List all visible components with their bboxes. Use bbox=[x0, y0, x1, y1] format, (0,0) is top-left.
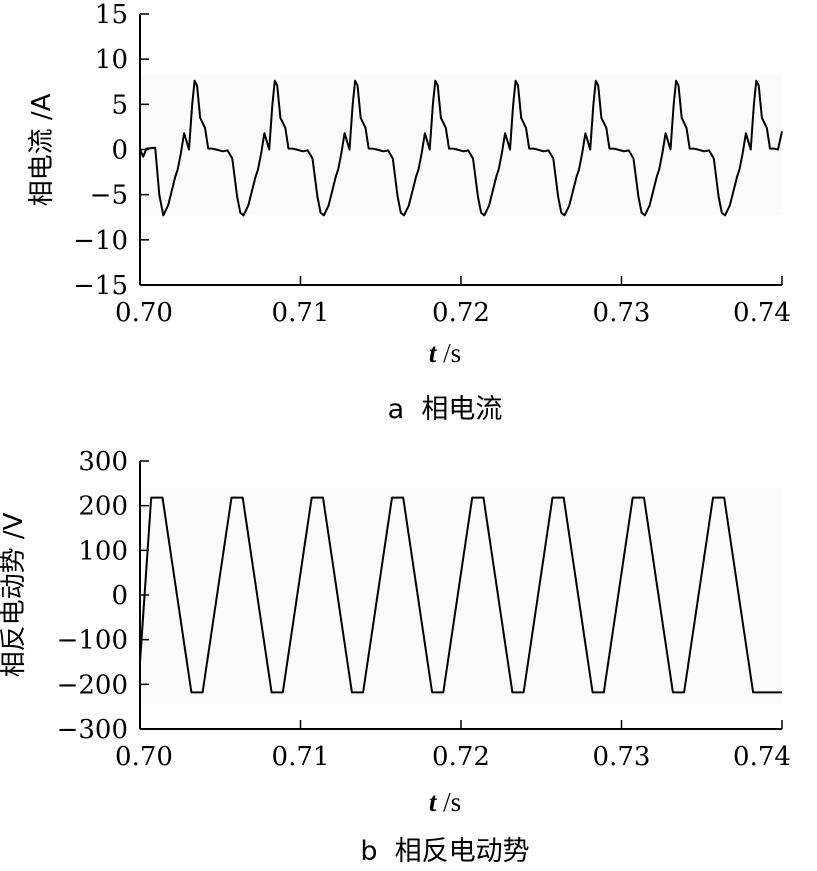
x-tick-label: 0.70 bbox=[115, 742, 173, 772]
y-tick-label: −15 bbox=[73, 271, 128, 301]
x-axis-label-unit: /s bbox=[436, 338, 461, 368]
x-tick-label: 0.70 bbox=[115, 298, 173, 328]
x-tick-label: 0.74 bbox=[733, 742, 791, 772]
y-ticks: 300 200 100 0 −100 −200 −300 bbox=[57, 447, 149, 745]
x-axis-label-unit: /s bbox=[436, 787, 461, 817]
x-tick-label: 0.72 bbox=[432, 298, 490, 328]
chart-phase-current: 15 10 5 0 −5 −10 −15 0.70 0.71 0.72 0.73 0.74 相电流 … bbox=[27, 0, 791, 425]
chart-caption-b: b 相反电动势 bbox=[360, 836, 529, 867]
x-tick-label: 0.73 bbox=[593, 742, 651, 772]
y-tick-label: 300 bbox=[78, 447, 128, 477]
x-tick-label: 0.73 bbox=[593, 298, 651, 328]
x-ticks: 0.70 0.71 0.72 0.73 0.74 bbox=[115, 276, 791, 328]
x-axis-label-var: t bbox=[429, 787, 438, 817]
x-tick-label: 0.71 bbox=[272, 742, 330, 772]
x-axis-label-var: t bbox=[429, 338, 438, 368]
y-ticks: 15 10 5 0 −5 −10 −15 bbox=[73, 0, 149, 301]
x-tick-label: 0.71 bbox=[272, 298, 330, 328]
y-tick-label: −100 bbox=[57, 626, 128, 656]
y-tick-label: 10 bbox=[95, 45, 128, 75]
x-ticks: 0.70 0.71 0.72 0.73 0.74 bbox=[115, 720, 791, 772]
x-axis-label: t /s bbox=[429, 338, 461, 368]
x-axis-label: t /s bbox=[429, 787, 461, 817]
y-tick-label: 200 bbox=[78, 492, 128, 522]
y-tick-label: 100 bbox=[78, 536, 128, 566]
y-tick-label: 15 bbox=[95, 0, 128, 30]
y-tick-label: 5 bbox=[111, 90, 128, 120]
y-axis-label: 相反电动势 /V bbox=[0, 512, 29, 677]
y-axis-label: 相电流 /A bbox=[27, 93, 57, 206]
y-tick-label: −10 bbox=[73, 226, 128, 256]
chart-caption-a: a 相电流 bbox=[388, 394, 503, 425]
series-line-phase-current bbox=[139, 79, 783, 217]
y-tick-label: −300 bbox=[57, 715, 128, 745]
y-tick-label: 0 bbox=[111, 581, 128, 611]
y-tick-label: −200 bbox=[57, 670, 128, 700]
plot-area bbox=[140, 488, 782, 704]
series-line-back-emf bbox=[139, 496, 782, 694]
x-tick-label: 0.74 bbox=[733, 298, 791, 328]
y-tick-label: 0 bbox=[111, 136, 128, 166]
x-tick-label: 0.72 bbox=[432, 742, 490, 772]
y-tick-label: −5 bbox=[90, 181, 128, 211]
